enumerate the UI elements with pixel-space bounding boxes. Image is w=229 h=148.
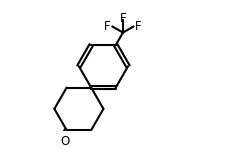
Text: F: F [134, 20, 141, 33]
Text: F: F [104, 20, 110, 33]
Text: O: O [61, 135, 70, 148]
Text: F: F [119, 12, 126, 25]
